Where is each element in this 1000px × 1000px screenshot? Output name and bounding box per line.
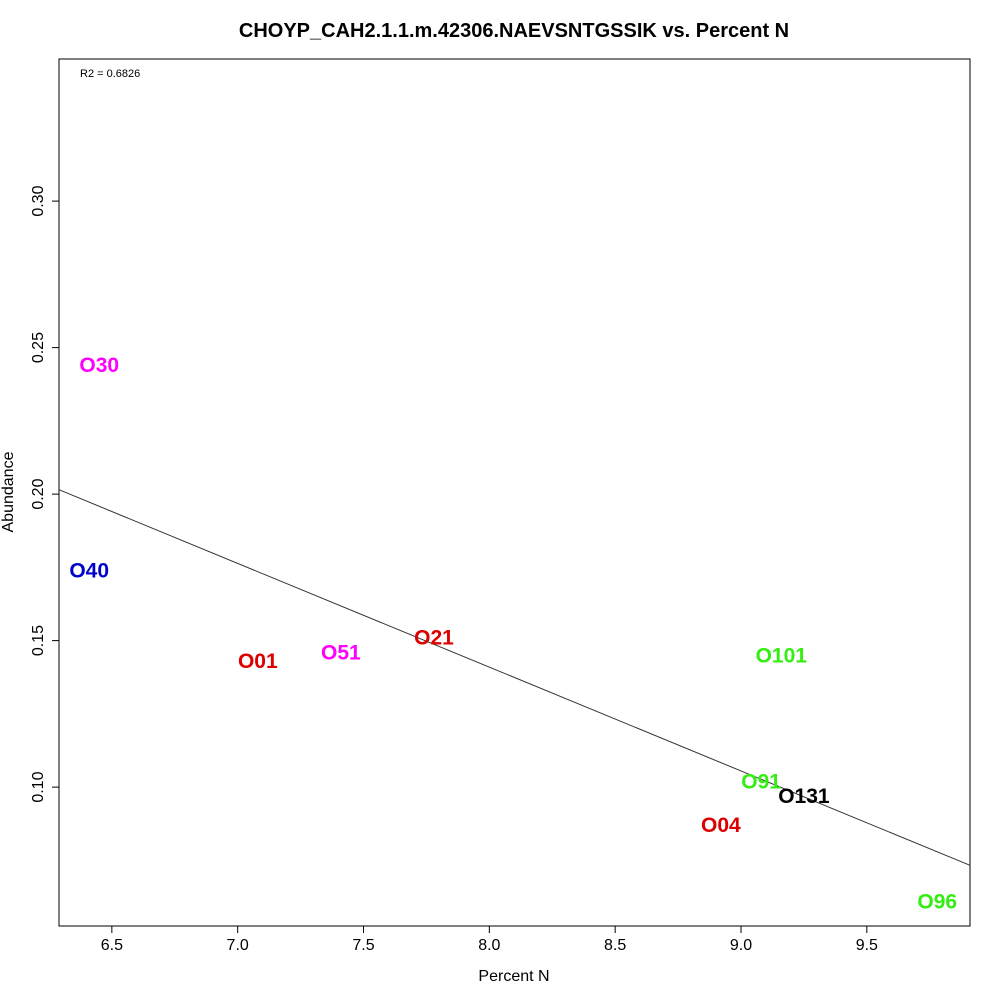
point-label-o131: O131: [778, 785, 830, 808]
x-tick-label: 7.0: [227, 937, 249, 954]
point-label-o91: O91: [741, 770, 781, 793]
point-label-o40: O40: [69, 559, 109, 582]
point-label-o96: O96: [917, 890, 957, 913]
regression-line: [58, 489, 971, 866]
y-tick-label: 0.25: [30, 332, 47, 363]
x-axis: 6.5 7.0 7.5 8.0 8.5 9.0 9.5: [101, 926, 878, 954]
point-label-o21: O21: [414, 627, 454, 650]
x-tick-label: 8.0: [478, 937, 500, 954]
y-axis: 0.10 0.15 0.20 0.25 0.30: [30, 185, 59, 803]
y-tick-label: 0.20: [30, 478, 47, 509]
x-tick-label: 9.5: [856, 937, 878, 954]
y-tick-label: 0.15: [30, 625, 47, 656]
x-axis-label: Percent N: [478, 968, 549, 985]
plot-frame: [58, 58, 971, 927]
y-tick-label: 0.30: [30, 185, 47, 216]
point-label-o04: O04: [701, 814, 741, 837]
x-tick-label: 8.5: [604, 937, 626, 954]
x-tick-label: 7.5: [352, 937, 374, 954]
chart-title: CHOYP_CAH2.1.1.m.42306.NAEVSNTGSSIK vs. …: [239, 20, 789, 42]
r2-annotation: R2 = 0.6826: [80, 68, 140, 80]
y-tick-label: 0.10: [30, 771, 47, 802]
point-label-o30: O30: [79, 354, 119, 377]
point-label-o01: O01: [238, 650, 278, 673]
point-label-o51: O51: [321, 641, 361, 664]
point-label-o101: O101: [756, 644, 808, 667]
x-tick-label: 9.0: [730, 937, 752, 954]
x-tick-label: 6.5: [101, 937, 123, 954]
y-axis-label: Abundance: [0, 451, 17, 532]
